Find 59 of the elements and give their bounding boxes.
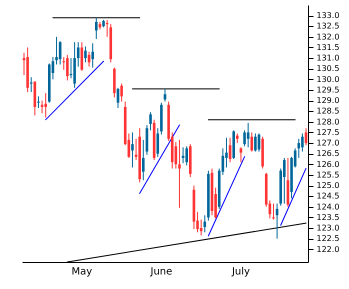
y-tick-label: 128.5 [316,106,340,116]
candlestick [37,96,40,109]
y-tick-label: 131.5 [316,42,340,52]
y-tick-label: 128.0 [316,117,340,126]
y-tick-label: 126.5 [316,149,340,158]
y-tick-label: 127.5 [316,128,340,137]
candlestick [240,146,242,163]
candlestick [80,42,84,72]
y-tick-label: 125.0 [316,181,340,190]
y-tick-label: 132.5 [316,22,340,31]
x-tick-label: May [71,266,92,278]
candlestick [200,219,202,236]
y-tick-label: 127.0 [316,138,340,148]
y-tick-label: 131.0 [316,54,340,63]
candlestick [120,83,123,102]
candlestick [228,137,232,163]
candlestick [258,133,260,152]
y-tick-label: 130.5 [316,64,340,74]
candlestick [84,46,87,63]
candlestick [44,92,47,118]
candlestick [283,157,286,204]
candlestick [178,139,181,208]
y-tick-label: 122.5 [316,234,340,244]
candlestick [40,100,44,114]
candlestick [164,88,166,102]
candlestick [88,51,90,68]
y-tick-label: 129.0 [316,96,340,106]
candlestick [304,128,308,146]
candlestick [30,76,33,93]
candlestick [185,146,188,166]
candlestick [250,132,254,152]
candlestick [131,132,134,168]
y-tick-label: 133.0 [316,11,340,20]
y-tick-label: 123.5 [316,212,340,222]
candlestick [106,19,108,38]
y-tick-label: 122.0 [316,244,340,254]
candlestick [236,133,239,144]
x-tick-label: June [149,266,172,278]
candlestick [91,42,94,68]
candlestick [254,133,257,152]
y-tick-label: 130.0 [316,74,340,84]
candlestick [182,146,184,164]
y-tick-label: 124.5 [316,192,340,201]
candlestick [276,203,278,240]
y-tick-label: 132.0 [316,32,340,42]
candlestick [297,138,300,158]
y-tick-label: 124.0 [316,202,340,212]
candlestick [58,40,62,65]
candlestick [116,87,120,109]
y-tick-label: 125.5 [316,170,340,180]
candlestick [246,122,250,148]
y-tick-label: 126.0 [316,160,340,169]
candlestick [66,54,69,81]
y-tick-label: 129.5 [316,85,340,94]
candlestick [149,112,152,131]
candlestick [272,203,275,220]
x-tick-label: July [230,266,250,278]
candlestick [95,17,98,40]
y-tick-label: 123.0 [316,224,340,233]
